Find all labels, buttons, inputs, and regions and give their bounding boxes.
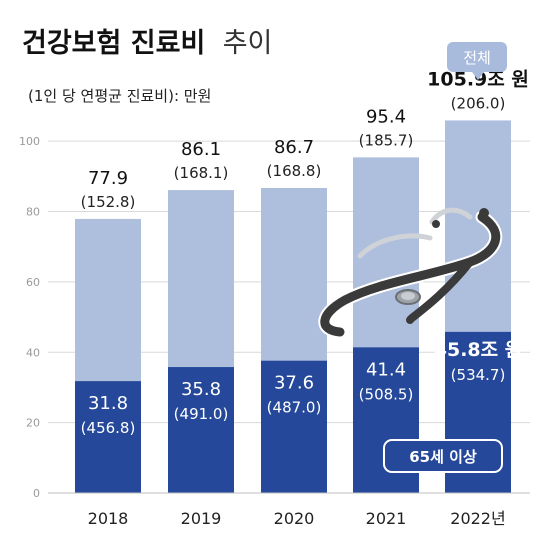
badge-senior-label: 65세 이상 bbox=[409, 448, 477, 466]
y-tick-label: 0 bbox=[33, 487, 40, 500]
stethoscope-icon bbox=[318, 207, 503, 339]
x-axis-label: 2018 bbox=[88, 509, 129, 528]
x-axis-label: 2019 bbox=[181, 509, 222, 528]
chart-subtitle: (1인 당 연평균 진료비): 만원 bbox=[28, 87, 211, 105]
x-axis-label: 2022년 bbox=[450, 509, 505, 528]
bar-total-sub-label: (168.1) bbox=[174, 164, 229, 182]
bar-total-sub-label: (152.8) bbox=[81, 193, 136, 211]
badge-senior-bg bbox=[383, 439, 503, 473]
bar-total-sub-label: (168.8) bbox=[267, 162, 322, 180]
bar-senior-value-label: 31.8 bbox=[88, 393, 128, 414]
badge-total-pointer bbox=[472, 72, 484, 80]
badge-senior: 65세 이상 bbox=[383, 439, 503, 473]
y-tick-label: 20 bbox=[26, 417, 40, 430]
chart-title: 건강보험 진료비 추이 bbox=[22, 28, 272, 59]
bar-senior-sub-label: (491.0) bbox=[174, 405, 229, 423]
bar-total-value-label: 86.1 bbox=[181, 139, 221, 160]
bar-senior bbox=[261, 360, 327, 493]
badge-total-bg bbox=[447, 42, 507, 72]
bar-senior-value-label: 35.8 bbox=[181, 379, 221, 400]
chart-title-main: 건강보험 진료비 bbox=[22, 28, 205, 59]
bar-senior bbox=[168, 367, 234, 493]
bar-total-value-label: 86.7 bbox=[274, 137, 314, 158]
y-tick-label: 100 bbox=[19, 135, 40, 148]
bar-senior-value-label: 41.4 bbox=[366, 359, 406, 380]
y-tick-label: 80 bbox=[26, 206, 40, 219]
bar-senior-sub-label: (508.5) bbox=[359, 385, 414, 403]
y-axis-ticks: 0 20 40 60 80 100 bbox=[19, 135, 40, 500]
bars-layer: 77.9 (152.8) 31.8 (456.8) 2018 86.1 (168.1) 35.… bbox=[48, 68, 530, 528]
bar-senior-sub-label: (487.0) bbox=[267, 399, 322, 417]
badge-total-label: 전체 bbox=[463, 49, 491, 67]
bar-senior-sub-label: (534.7) bbox=[451, 366, 506, 384]
chart-title-suffix: 추이 bbox=[223, 28, 273, 59]
bar-senior-sub-label: (456.8) bbox=[81, 419, 136, 437]
bar-total-value-label: 77.9 bbox=[88, 168, 128, 189]
bar-senior-value-label: 45.8조 원 bbox=[434, 339, 522, 361]
badge-total: 전체 bbox=[447, 42, 507, 80]
bar-senior-value-label: 37.6 bbox=[274, 373, 314, 394]
bar-senior bbox=[75, 381, 141, 493]
bar-total-sub-label: (206.0) bbox=[451, 94, 506, 112]
x-axis-label: 2020 bbox=[274, 509, 315, 528]
bar-total-value-label: 95.4 bbox=[366, 106, 406, 127]
bar-total-sub-label: (185.7) bbox=[359, 131, 414, 149]
y-tick-label: 40 bbox=[26, 346, 40, 359]
y-tick-label: 60 bbox=[26, 276, 40, 289]
x-axis-label: 2021 bbox=[366, 509, 407, 528]
